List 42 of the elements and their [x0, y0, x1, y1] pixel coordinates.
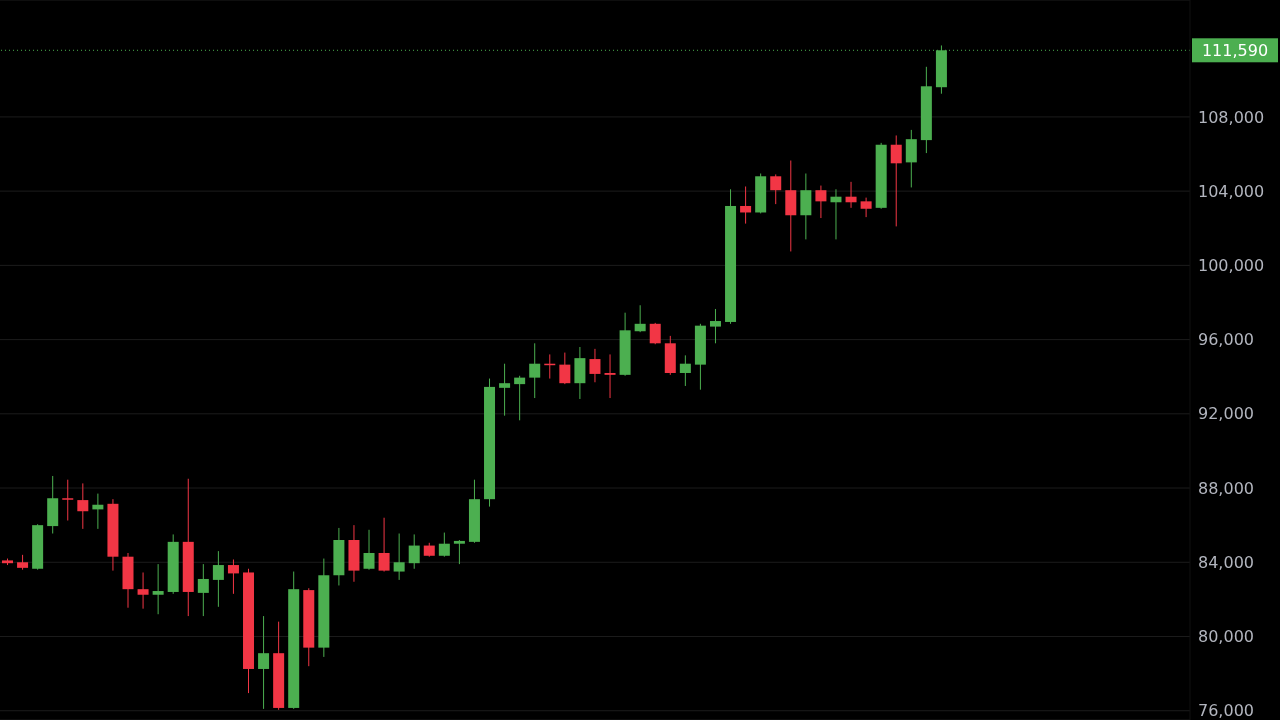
y-tick-label: 96,000	[1198, 330, 1254, 350]
candlestick	[453, 539, 465, 565]
candlestick	[212, 550, 224, 608]
candlestick	[378, 517, 390, 573]
ref-line-label: 111,590	[1201, 41, 1269, 61]
y-tick-label: 76,000	[1198, 701, 1254, 720]
candlestick	[227, 558, 239, 595]
candlestick	[408, 533, 420, 570]
candlestick	[845, 181, 857, 209]
candlestick	[815, 185, 827, 219]
candlestick	[363, 529, 375, 571]
y-tick-label: 108,000	[1198, 107, 1265, 127]
y-tick-label: 84,000	[1198, 552, 1254, 572]
candlestick	[679, 354, 691, 387]
candlestick	[740, 185, 752, 225]
y-tick-label: 92,000	[1198, 404, 1254, 424]
candlestick	[559, 352, 571, 385]
candlestick	[649, 322, 661, 345]
candlestick	[393, 533, 405, 581]
y-tick-label: 100,000	[1198, 256, 1265, 276]
candlestick	[529, 342, 541, 399]
candlestick	[860, 197, 872, 218]
candlestick	[137, 571, 149, 610]
candlestick	[197, 563, 209, 617]
candlestick	[77, 482, 89, 530]
candlestick	[604, 353, 616, 399]
candlestick	[62, 479, 74, 522]
candlestick	[770, 173, 782, 205]
candlestick	[905, 129, 917, 188]
candlestick	[709, 308, 721, 344]
candlestick	[514, 375, 526, 421]
y-tick-label: 88,000	[1198, 478, 1254, 498]
y-tick-label: 104,000	[1198, 181, 1265, 201]
candlestick	[438, 532, 450, 558]
candlestick	[499, 363, 511, 417]
candlestick	[634, 304, 646, 333]
y-tick-label: 80,000	[1198, 627, 1254, 647]
candlestick	[589, 348, 601, 383]
candlestick	[830, 188, 842, 240]
candlestick	[258, 615, 270, 710]
candlestick	[890, 134, 902, 227]
candlestick	[152, 563, 164, 615]
